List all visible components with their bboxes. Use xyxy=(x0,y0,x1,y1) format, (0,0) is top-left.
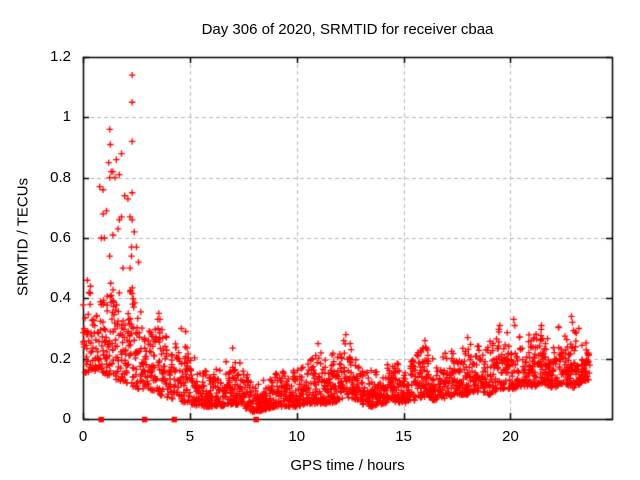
y-tick-label: 0.8 xyxy=(50,168,71,186)
x-tick-label: 15 xyxy=(395,428,412,445)
y-tick-label: 0.4 xyxy=(50,289,71,307)
x-axis-label: GPS time / hours xyxy=(290,457,405,474)
y-tick-label: 0.2 xyxy=(50,349,71,367)
y-tick-label: 1.2 xyxy=(50,48,71,65)
x-tick-label: 20 xyxy=(502,428,519,445)
y-tick-label: 0 xyxy=(62,410,71,427)
x-tick-label: 0 xyxy=(78,428,88,445)
chart-title: Day 306 of 2020, SRMTID for receiver cba… xyxy=(201,21,494,38)
y-tick-label: 0.6 xyxy=(50,229,71,246)
x-tick-label: 10 xyxy=(288,428,306,445)
y-tick-label: 1 xyxy=(62,108,71,126)
x-tick-label: 5 xyxy=(185,428,195,445)
